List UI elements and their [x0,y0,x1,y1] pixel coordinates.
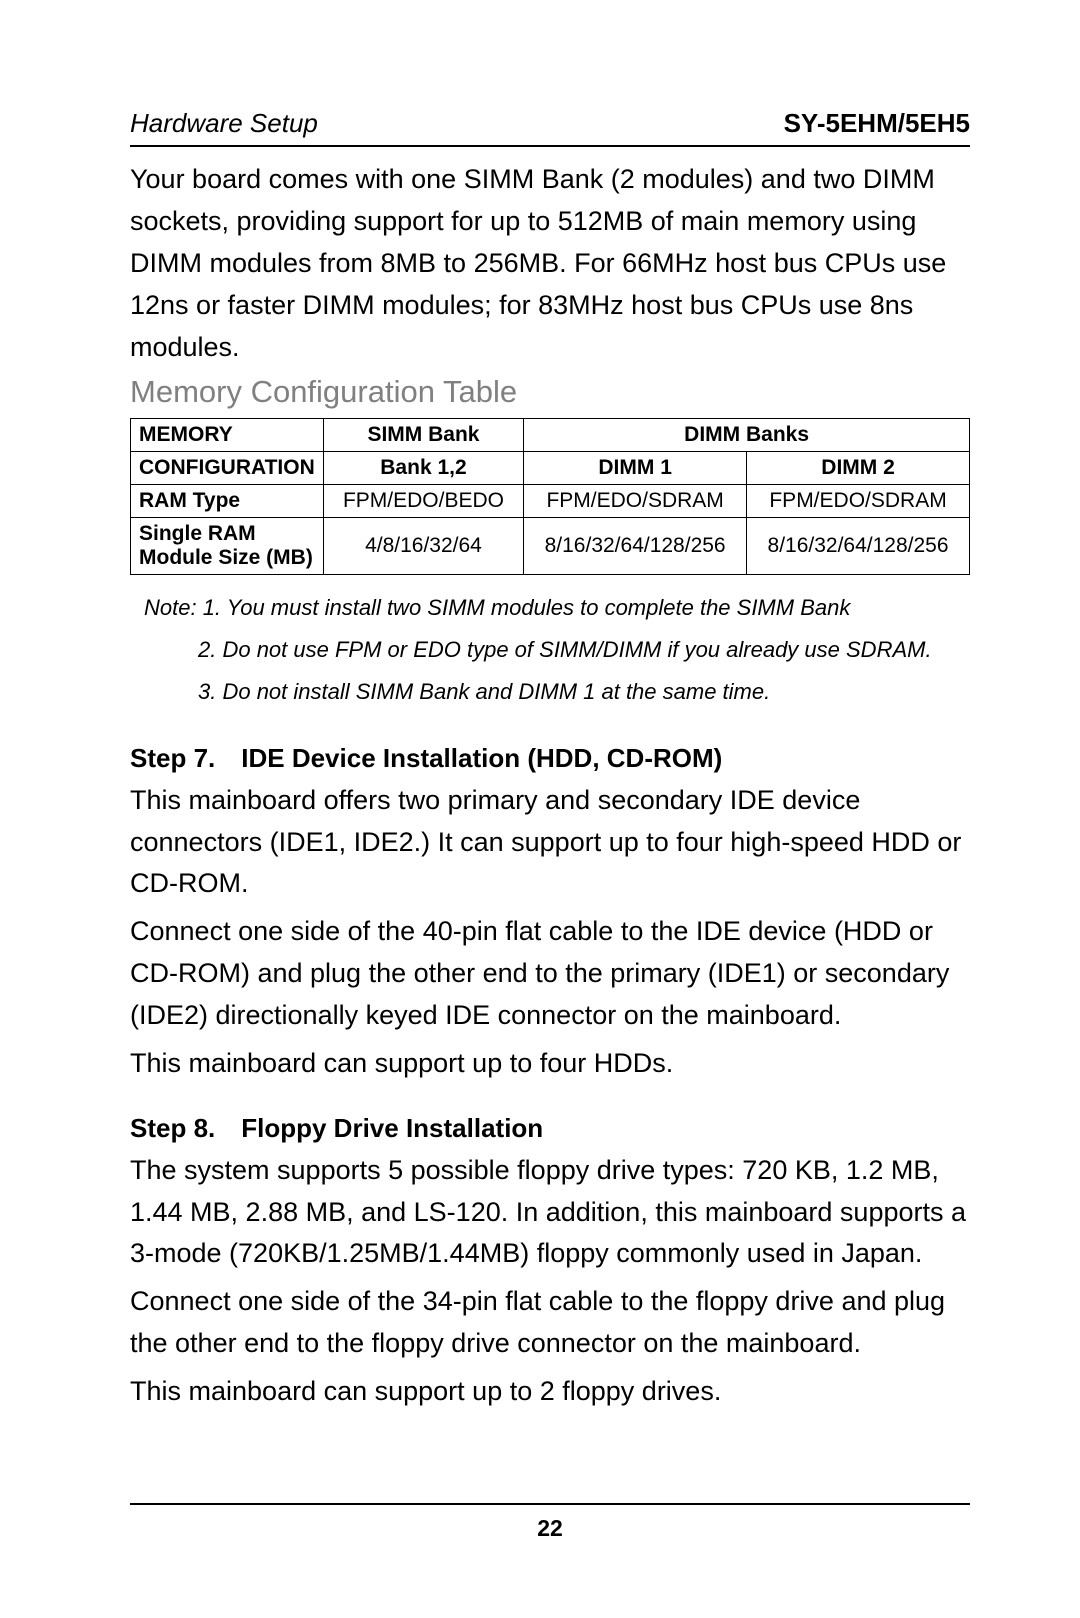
th-bank12: Bank 1,2 [323,452,523,485]
cell: 8/16/32/64/128/256 [747,518,970,575]
cell: FPM/EDO/BEDO [323,485,523,518]
footer-rule [130,1503,970,1505]
cell: FPM/EDO/SDRAM [747,485,970,518]
row-label: RAM Type [131,485,324,518]
step8-p2: Connect one side of the 34-pin flat cabl… [130,1281,970,1365]
header-left: Hardware Setup [130,108,318,139]
header-right: SY-5EHM/5EH5 [784,108,970,139]
row-label: Single RAM Module Size (MB) [131,518,324,575]
th-dimm-banks: DIMM Banks [524,419,970,452]
cell: 8/16/32/64/128/256 [524,518,747,575]
page-footer: 22 [130,1503,970,1542]
step7-p1: This mainboard offers two primary and se… [130,780,970,906]
step7-title: Step 7. IDE Device Installation (HDD, CD… [130,743,970,774]
th-simm-bank: SIMM Bank [323,419,523,452]
table-row: Single RAM Module Size (MB) 4/8/16/32/64… [131,518,970,575]
step7-p3: This mainboard can support up to four HD… [130,1043,970,1085]
th-memory: MEMORY [131,419,324,452]
memory-config-table: MEMORY SIMM Bank DIMM Banks CONFIGURATIO… [130,418,970,575]
cell: FPM/EDO/SDRAM [524,485,747,518]
th-dimm2: DIMM 2 [747,452,970,485]
step7-p2: Connect one side of the 40-pin flat cabl… [130,911,970,1037]
step8-p1: The system supports 5 possible floppy dr… [130,1150,970,1276]
note-2: 2. Do not use FPM or EDO type of SIMM/DI… [144,629,970,671]
step8-p3: This mainboard can support up to 2 flopp… [130,1371,970,1413]
th-configuration: CONFIGURATION [131,452,324,485]
note-3: 3. Do not install SIMM Bank and DIMM 1 a… [144,671,970,713]
table-row: RAM Type FPM/EDO/BEDO FPM/EDO/SDRAM FPM/… [131,485,970,518]
memory-config-title: Memory Configuration Table [130,374,970,410]
intro-paragraph: Your board comes with one SIMM Bank (2 m… [130,159,970,368]
page: Hardware Setup SY-5EHM/5EH5 Your board c… [0,0,1080,1618]
step8-title: Step 8. Floppy Drive Installation [130,1113,970,1144]
note-1: Note: 1. You must install two SIMM modul… [144,587,970,629]
page-header: Hardware Setup SY-5EHM/5EH5 [130,108,970,139]
cell: 4/8/16/32/64 [323,518,523,575]
page-number: 22 [130,1515,970,1542]
table-notes: Note: 1. You must install two SIMM modul… [144,587,970,712]
th-dimm1: DIMM 1 [524,452,747,485]
header-rule [130,145,970,147]
